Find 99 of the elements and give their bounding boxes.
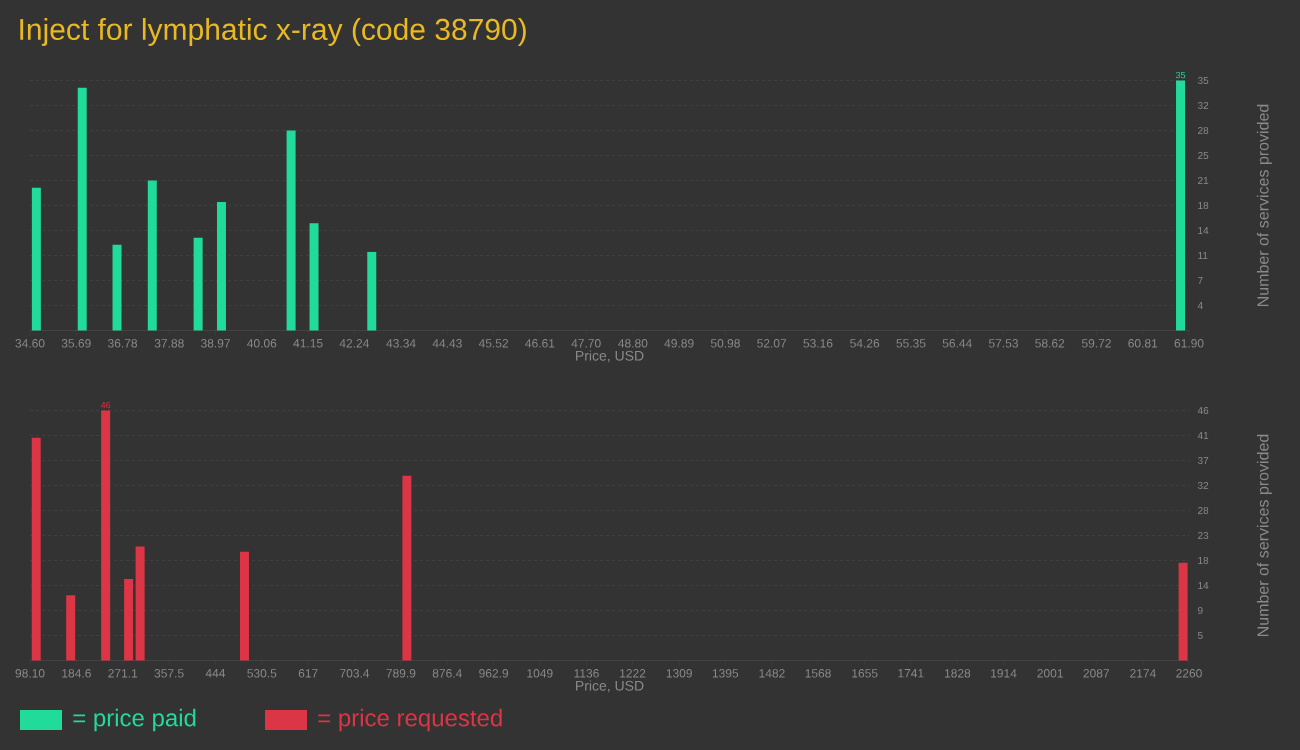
x-tick-label: 47.70 bbox=[571, 339, 601, 348]
y-tick-label: 46 bbox=[1197, 406, 1209, 415]
x-tick-label: 45.52 bbox=[478, 339, 509, 348]
bar bbox=[286, 130, 296, 331]
x-tick-label: 2087 bbox=[1083, 669, 1110, 678]
bar bbox=[147, 180, 157, 331]
x-tick-label: 2001 bbox=[1037, 669, 1063, 678]
x-tick-label: 1828 bbox=[944, 669, 971, 678]
x-tick-label: 35.69 bbox=[61, 339, 91, 348]
x-tick-label: 2260 bbox=[1176, 669, 1202, 678]
x-tick-label: 38.97 bbox=[200, 339, 230, 348]
x-tick-label: 617 bbox=[298, 669, 318, 678]
y-tick-label: 23 bbox=[1198, 531, 1209, 540]
bar bbox=[367, 251, 377, 331]
x-tick-label: 52.07 bbox=[757, 339, 787, 348]
x-tick-label: 46.61 bbox=[525, 339, 555, 348]
x-tick-label: 1655 bbox=[852, 669, 878, 678]
x-tick-label: 57.53 bbox=[988, 339, 1018, 348]
bar bbox=[112, 244, 122, 331]
x-tick-label: 40.06 bbox=[247, 339, 277, 348]
x-tick-label: 1482 bbox=[759, 669, 785, 678]
y-tick-label: 32 bbox=[1197, 481, 1209, 490]
x-tick-label: 53.16 bbox=[803, 339, 833, 348]
x-tick-label: 271.1 bbox=[108, 669, 138, 678]
x-tick-label: 59.72 bbox=[1081, 339, 1111, 348]
y-tick-label: 21 bbox=[1198, 177, 1209, 184]
y-tick-label: 41 bbox=[1197, 432, 1209, 439]
y-tick-label: 28 bbox=[1198, 126, 1209, 135]
legend-label: = price paid bbox=[73, 708, 196, 732]
x-tick-label: 789.9 bbox=[386, 669, 416, 678]
x-tick-label: 1309 bbox=[666, 669, 692, 678]
bar bbox=[31, 187, 41, 331]
x-tick-label: 530.5 bbox=[247, 669, 277, 678]
x-tick-label: 1222 bbox=[620, 669, 646, 678]
x-tick-label: 1568 bbox=[805, 669, 831, 678]
bar bbox=[101, 410, 111, 661]
x-tick-label: 37.88 bbox=[154, 339, 184, 348]
x-axis-title: Price, USD bbox=[576, 350, 644, 363]
y-tick-label: 9 bbox=[1198, 606, 1203, 615]
x-tick-label: 43.34 bbox=[386, 339, 416, 348]
x-tick-label: 55.35 bbox=[896, 339, 926, 348]
y-tick-label: 18 bbox=[1198, 556, 1209, 565]
bar bbox=[309, 223, 319, 331]
x-tick-label: 60.81 bbox=[1128, 339, 1158, 348]
x-tick-label: 58.62 bbox=[1035, 339, 1065, 348]
bar bbox=[402, 475, 412, 661]
data-label: 35 bbox=[1175, 71, 1186, 79]
x-tick-label: 41.15 bbox=[293, 339, 323, 348]
x-axis-title: Price, USD bbox=[576, 680, 644, 693]
x-tick-label: 34.60 bbox=[15, 339, 45, 348]
y-tick-label: 18 bbox=[1198, 201, 1209, 210]
x-tick-label: 2174 bbox=[1130, 669, 1156, 678]
x-tick-label: 42.24 bbox=[339, 339, 370, 348]
x-tick-label: 36.78 bbox=[108, 339, 138, 348]
x-tick-label: 876.4 bbox=[432, 669, 462, 678]
bar bbox=[124, 578, 134, 661]
x-tick-label: 54.26 bbox=[850, 339, 880, 348]
y-tick-label: 25 bbox=[1198, 151, 1209, 160]
x-tick-label: 357.5 bbox=[154, 669, 184, 678]
x-tick-label: 1136 bbox=[574, 669, 599, 678]
data-label: 46 bbox=[100, 401, 111, 409]
x-tick-label: 49.89 bbox=[664, 339, 694, 348]
y-tick-label: 14 bbox=[1198, 582, 1209, 589]
x-tick-label: 1395 bbox=[712, 669, 739, 678]
x-tick-label: 703.4 bbox=[340, 669, 370, 678]
bar bbox=[31, 437, 41, 661]
x-tick-label: 1049 bbox=[527, 669, 553, 678]
legend-label: = price requested bbox=[318, 708, 502, 732]
y-axis-title: Number of services provided bbox=[1256, 434, 1272, 637]
x-tick-label: 48.80 bbox=[618, 339, 648, 348]
x-tick-label: 1741 bbox=[898, 669, 924, 678]
chart-title: Inject for lymphatic x-ray (code 38790) bbox=[20, 18, 526, 46]
y-tick-label: 37 bbox=[1197, 456, 1209, 465]
y-tick-label: 32 bbox=[1197, 101, 1209, 110]
bar bbox=[193, 237, 203, 331]
x-tick-label: 44.43 bbox=[432, 339, 462, 348]
x-tick-label: 50.98 bbox=[710, 339, 740, 348]
bar bbox=[1178, 562, 1188, 661]
y-tick-label: 11 bbox=[1198, 252, 1208, 259]
x-tick-label: 444 bbox=[205, 669, 226, 678]
x-tick-label: 1914 bbox=[991, 669, 1017, 678]
x-tick-label: 98.10 bbox=[15, 669, 45, 678]
x-tick-label: 56.44 bbox=[942, 339, 972, 348]
bar bbox=[66, 595, 76, 661]
bar bbox=[1176, 80, 1186, 331]
y-tick-label: 35 bbox=[1197, 76, 1209, 85]
y-tick-label: 14 bbox=[1198, 227, 1209, 234]
bar bbox=[135, 546, 145, 661]
y-tick-label: 7 bbox=[1198, 277, 1203, 284]
bar bbox=[77, 87, 87, 331]
y-axis-title: Number of services provided bbox=[1256, 104, 1272, 307]
bar bbox=[240, 551, 249, 661]
bar bbox=[216, 201, 226, 331]
y-tick-label: 4 bbox=[1197, 302, 1203, 309]
x-tick-label: 184.6 bbox=[62, 669, 91, 678]
x-tick-label: 962.9 bbox=[479, 669, 509, 678]
y-tick-label: 5 bbox=[1197, 632, 1203, 639]
x-tick-label: 61.90 bbox=[1174, 339, 1204, 348]
y-tick-label: 28 bbox=[1198, 506, 1209, 515]
